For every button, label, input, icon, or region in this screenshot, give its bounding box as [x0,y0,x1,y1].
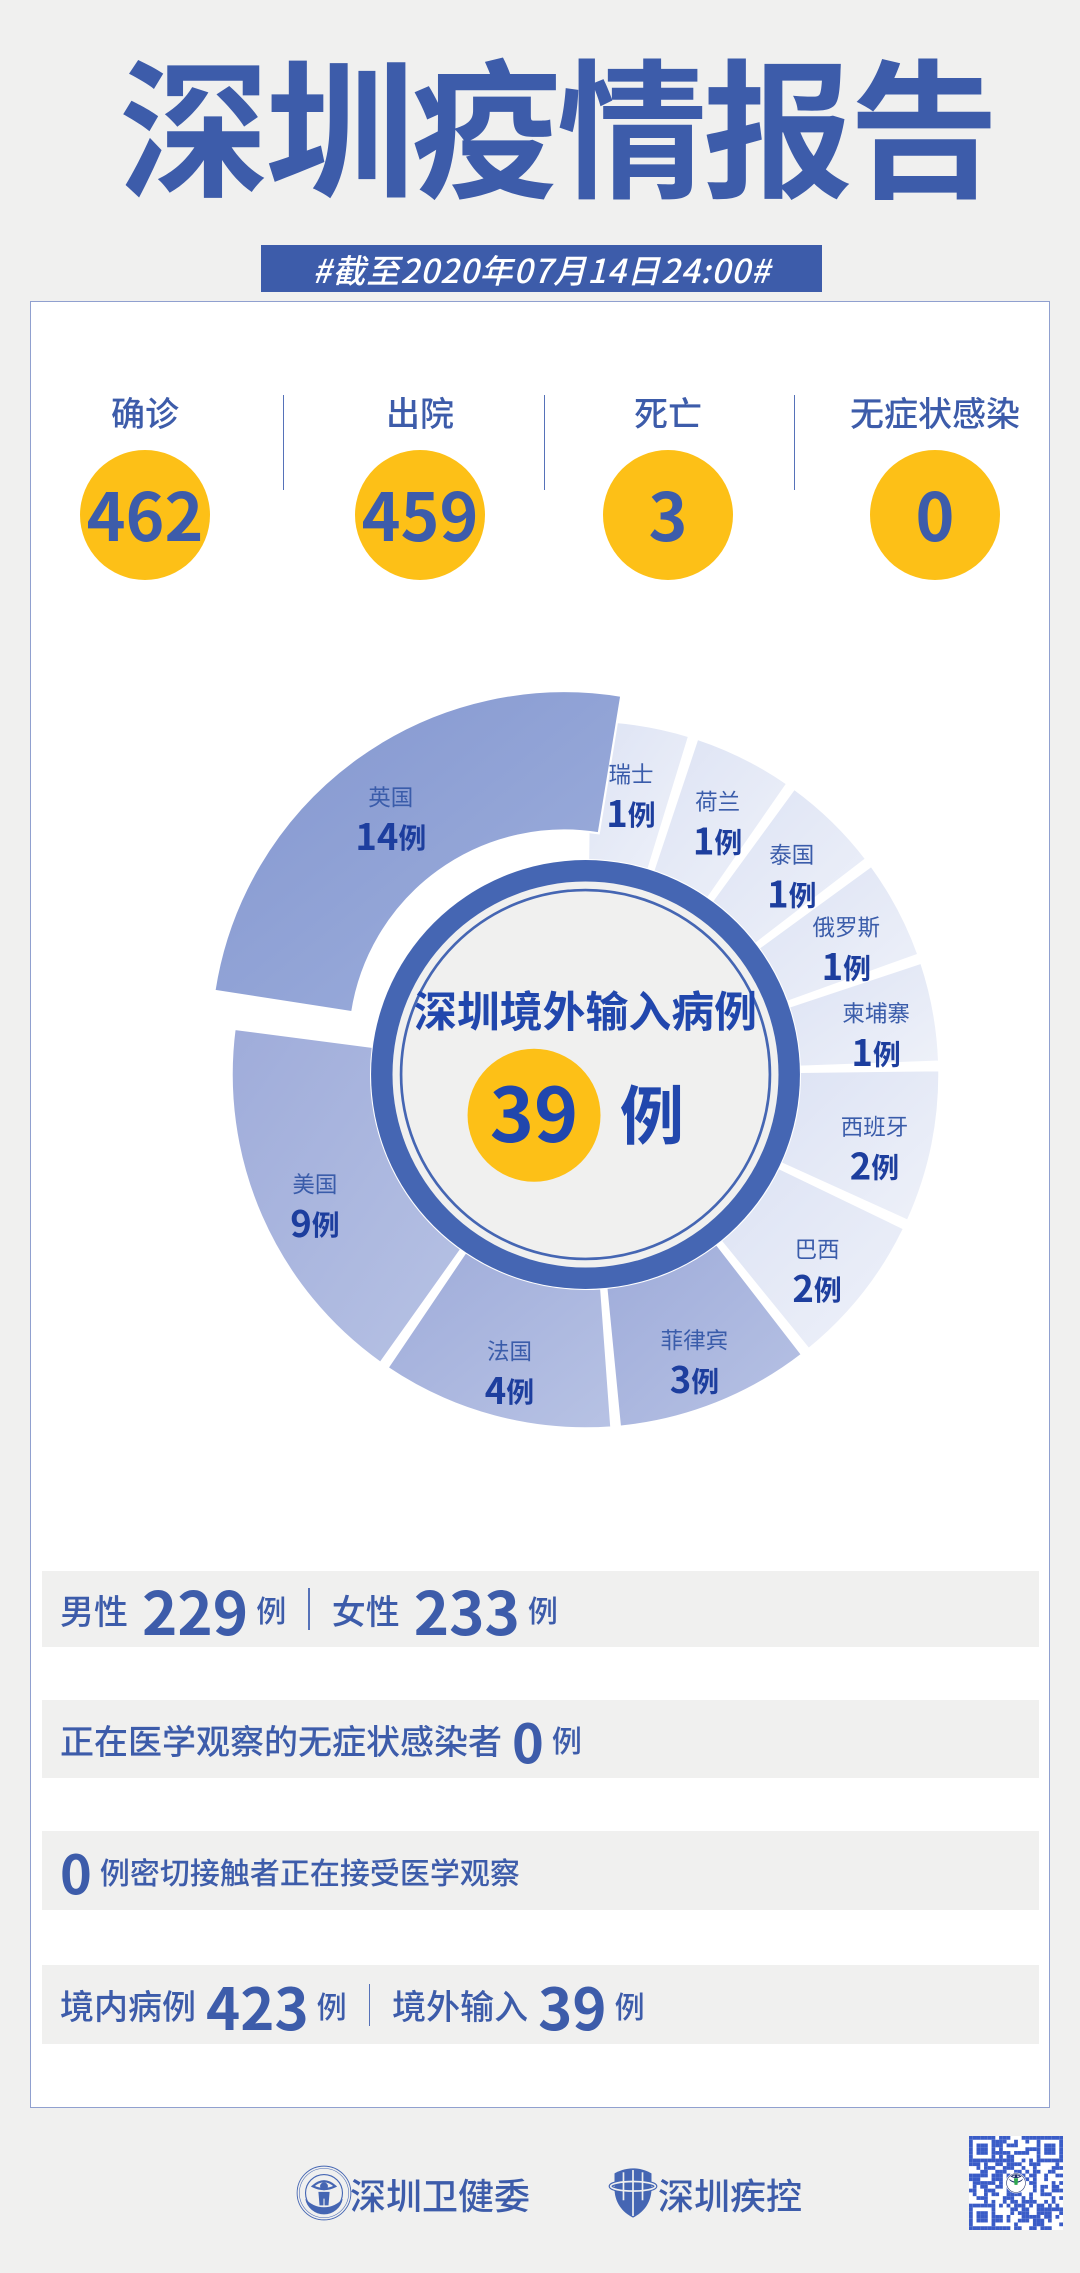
svg-text:泰国: 泰国 [769,838,814,870]
svg-text:柬埔寨: 柬埔寨 [842,997,910,1029]
svg-text:1例: 1例 [606,786,655,838]
svg-text:2例: 2例 [792,1261,841,1313]
svg-text:巴西: 巴西 [795,1232,840,1264]
svg-text:2例: 2例 [850,1138,899,1190]
svg-text:9例: 9例 [290,1196,339,1248]
svg-text:39: 39 [490,1055,579,1164]
svg-text:例: 例 [620,1064,684,1158]
svg-text:4例: 4例 [485,1363,534,1415]
svg-text:西班牙: 西班牙 [841,1110,909,1142]
svg-text:瑞士: 瑞士 [608,757,653,789]
svg-text:俄罗斯: 俄罗斯 [813,911,881,943]
svg-text:法国: 法国 [487,1334,532,1366]
svg-text:14例: 14例 [355,809,426,861]
svg-text:3例: 3例 [670,1352,719,1404]
svg-text:深圳境外输入病例: 深圳境外输入病例 [414,978,757,1040]
svg-text:1例: 1例 [822,939,871,991]
svg-text:1例: 1例 [767,866,816,918]
svg-text:1例: 1例 [693,814,742,866]
svg-text:1例: 1例 [851,1025,900,1077]
svg-text:英国: 英国 [368,781,413,813]
svg-text:荷兰: 荷兰 [695,785,740,817]
svg-text:菲律宾: 菲律宾 [661,1324,729,1356]
svg-text:美国: 美国 [292,1167,337,1199]
